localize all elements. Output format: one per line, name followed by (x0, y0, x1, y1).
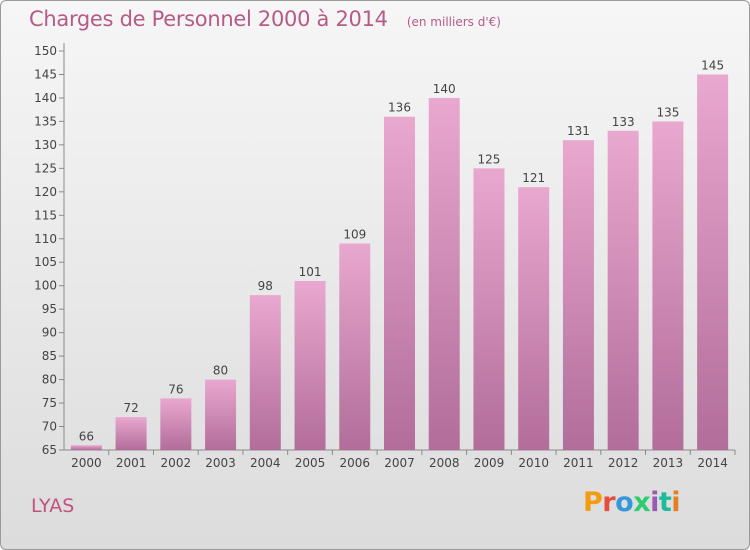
y-tick-label: 150 (34, 44, 57, 58)
y-tick-label: 130 (34, 138, 57, 152)
y-tick-label: 125 (34, 161, 57, 175)
bar (205, 379, 237, 450)
x-axis: 2000 2001 2002 2003 2004 2005 2006 2007 2008 2009… (64, 449, 736, 470)
bar (249, 295, 281, 450)
bar (562, 140, 594, 450)
bar (115, 417, 147, 450)
logo-letter: t (658, 487, 672, 518)
bar (473, 168, 505, 450)
data-label: 80 (213, 364, 228, 378)
y-tick-label: 110 (34, 232, 57, 246)
x-tick-label: 2001 (116, 456, 147, 470)
bar (160, 398, 192, 450)
commune-name: LYAS (31, 495, 75, 517)
bar (70, 445, 102, 450)
y-tick-label: 70 (42, 420, 57, 434)
x-tick-label: 2006 (339, 456, 370, 470)
x-tick-label: 2011 (563, 456, 594, 470)
y-tick-label: 140 (34, 91, 57, 105)
data-label: 125 (478, 152, 501, 166)
data-label: 131 (567, 124, 590, 138)
data-label: 109 (343, 227, 366, 241)
data-label: 72 (123, 401, 138, 415)
logo-letter: P (583, 487, 603, 518)
y-tick-label: 120 (34, 185, 57, 199)
x-tick-label: 2012 (608, 456, 639, 470)
y-tick-label: 115 (34, 208, 57, 222)
y-tick-label: 135 (34, 114, 57, 128)
data-label: 145 (701, 58, 724, 72)
bar (697, 74, 729, 451)
y-tick-label: 90 (42, 326, 57, 340)
chart-unit: (en milliers d'€) (406, 15, 501, 29)
data-label: 133 (612, 115, 635, 129)
y-tick-label: 80 (42, 373, 57, 387)
title-row: Charges de Personnel 2000 à 2014 (en mil… (29, 7, 501, 31)
y-tick-label: 65 (42, 443, 57, 457)
x-tick-label: 2002 (161, 456, 192, 470)
bar (607, 130, 639, 451)
data-label: 101 (299, 265, 322, 279)
bar (652, 121, 684, 450)
y-tick-label: 105 (34, 255, 57, 269)
bar (294, 281, 326, 450)
x-tick-label: 2000 (71, 456, 102, 470)
data-labels: 66 72 76 80 98 101 109 136 140 125 121 131 133 135 145 (79, 58, 724, 443)
data-label: 121 (522, 171, 545, 185)
x-tick-label: 2009 (474, 456, 505, 470)
x-tick-label: 2004 (250, 456, 281, 470)
data-label: 76 (168, 382, 183, 396)
bar (428, 97, 460, 451)
logo-letter: x (633, 487, 651, 518)
y-axis: 65 70 75 80 85 90 95 100 105 110 115 120 125 130 135 14… (34, 43, 65, 457)
y-tick-label: 145 (34, 67, 57, 81)
x-tick-label: 2005 (295, 456, 326, 470)
bar (384, 116, 415, 450)
data-label: 66 (79, 429, 94, 443)
bar (339, 243, 371, 450)
logo-letter: r (602, 487, 616, 518)
x-tick-label: 2008 (429, 456, 460, 470)
logo-letter: i (650, 487, 659, 518)
y-tick-label: 100 (34, 279, 57, 293)
x-tick-label: 2010 (518, 456, 549, 470)
data-label: 135 (656, 105, 679, 119)
x-tick-label: 2014 (697, 456, 728, 470)
logo-letter: o (615, 487, 634, 518)
y-tick-label: 75 (42, 396, 57, 410)
proxiti-logo[interactable]: Proxiti (583, 487, 681, 518)
bar (518, 187, 550, 451)
data-label: 140 (433, 82, 456, 96)
logo-letter: i (671, 487, 681, 518)
y-tick-label: 85 (42, 349, 57, 363)
y-tick-label: 95 (42, 302, 57, 316)
data-label: 136 (388, 101, 411, 115)
bars (70, 74, 729, 451)
x-tick-label: 2007 (384, 456, 415, 470)
x-tick-label: 2003 (205, 456, 236, 470)
chart-title: Charges de Personnel 2000 à 2014 (29, 7, 388, 31)
data-label: 98 (258, 279, 273, 293)
x-tick-label: 2013 (653, 456, 684, 470)
